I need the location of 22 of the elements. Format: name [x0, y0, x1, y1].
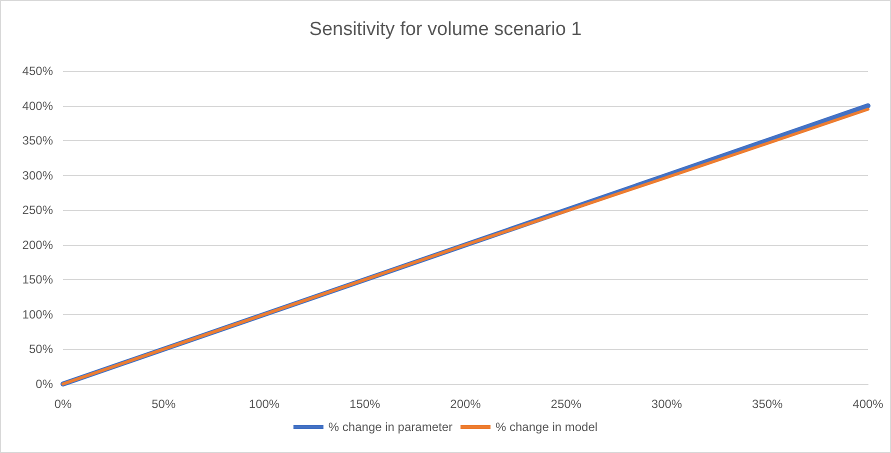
x-tick-label: 250% — [550, 397, 582, 411]
y-tick-label: 50% — [28, 342, 54, 356]
legend-label: % change in model — [496, 420, 598, 434]
y-tick-label: 300% — [22, 168, 54, 182]
x-tick-label: 200% — [450, 397, 482, 411]
y-tick-label: 100% — [22, 307, 54, 322]
y-tick-label: 200% — [22, 238, 54, 252]
y-tick-label: 450% — [22, 64, 54, 78]
x-tick-label: 150% — [350, 397, 381, 411]
y-tick-label: 250% — [22, 203, 54, 218]
x-tick-label: 300% — [651, 397, 682, 411]
y-tick-label: 150% — [22, 272, 54, 287]
chart-title: Sensitivity for volume scenario 1 — [309, 19, 582, 40]
x-tick-label: 400% — [852, 397, 884, 411]
x-tick-label: 100% — [248, 397, 280, 411]
y-tick-label: 350% — [22, 134, 54, 148]
y-tick-label: 400% — [22, 98, 54, 113]
y-tick-label: 0% — [36, 377, 54, 391]
x-tick-label: 350% — [752, 397, 784, 411]
x-tick-label: 0% — [54, 397, 72, 411]
legend-label: % change in parameter — [328, 420, 453, 434]
x-tick-label: 50% — [152, 397, 176, 411]
